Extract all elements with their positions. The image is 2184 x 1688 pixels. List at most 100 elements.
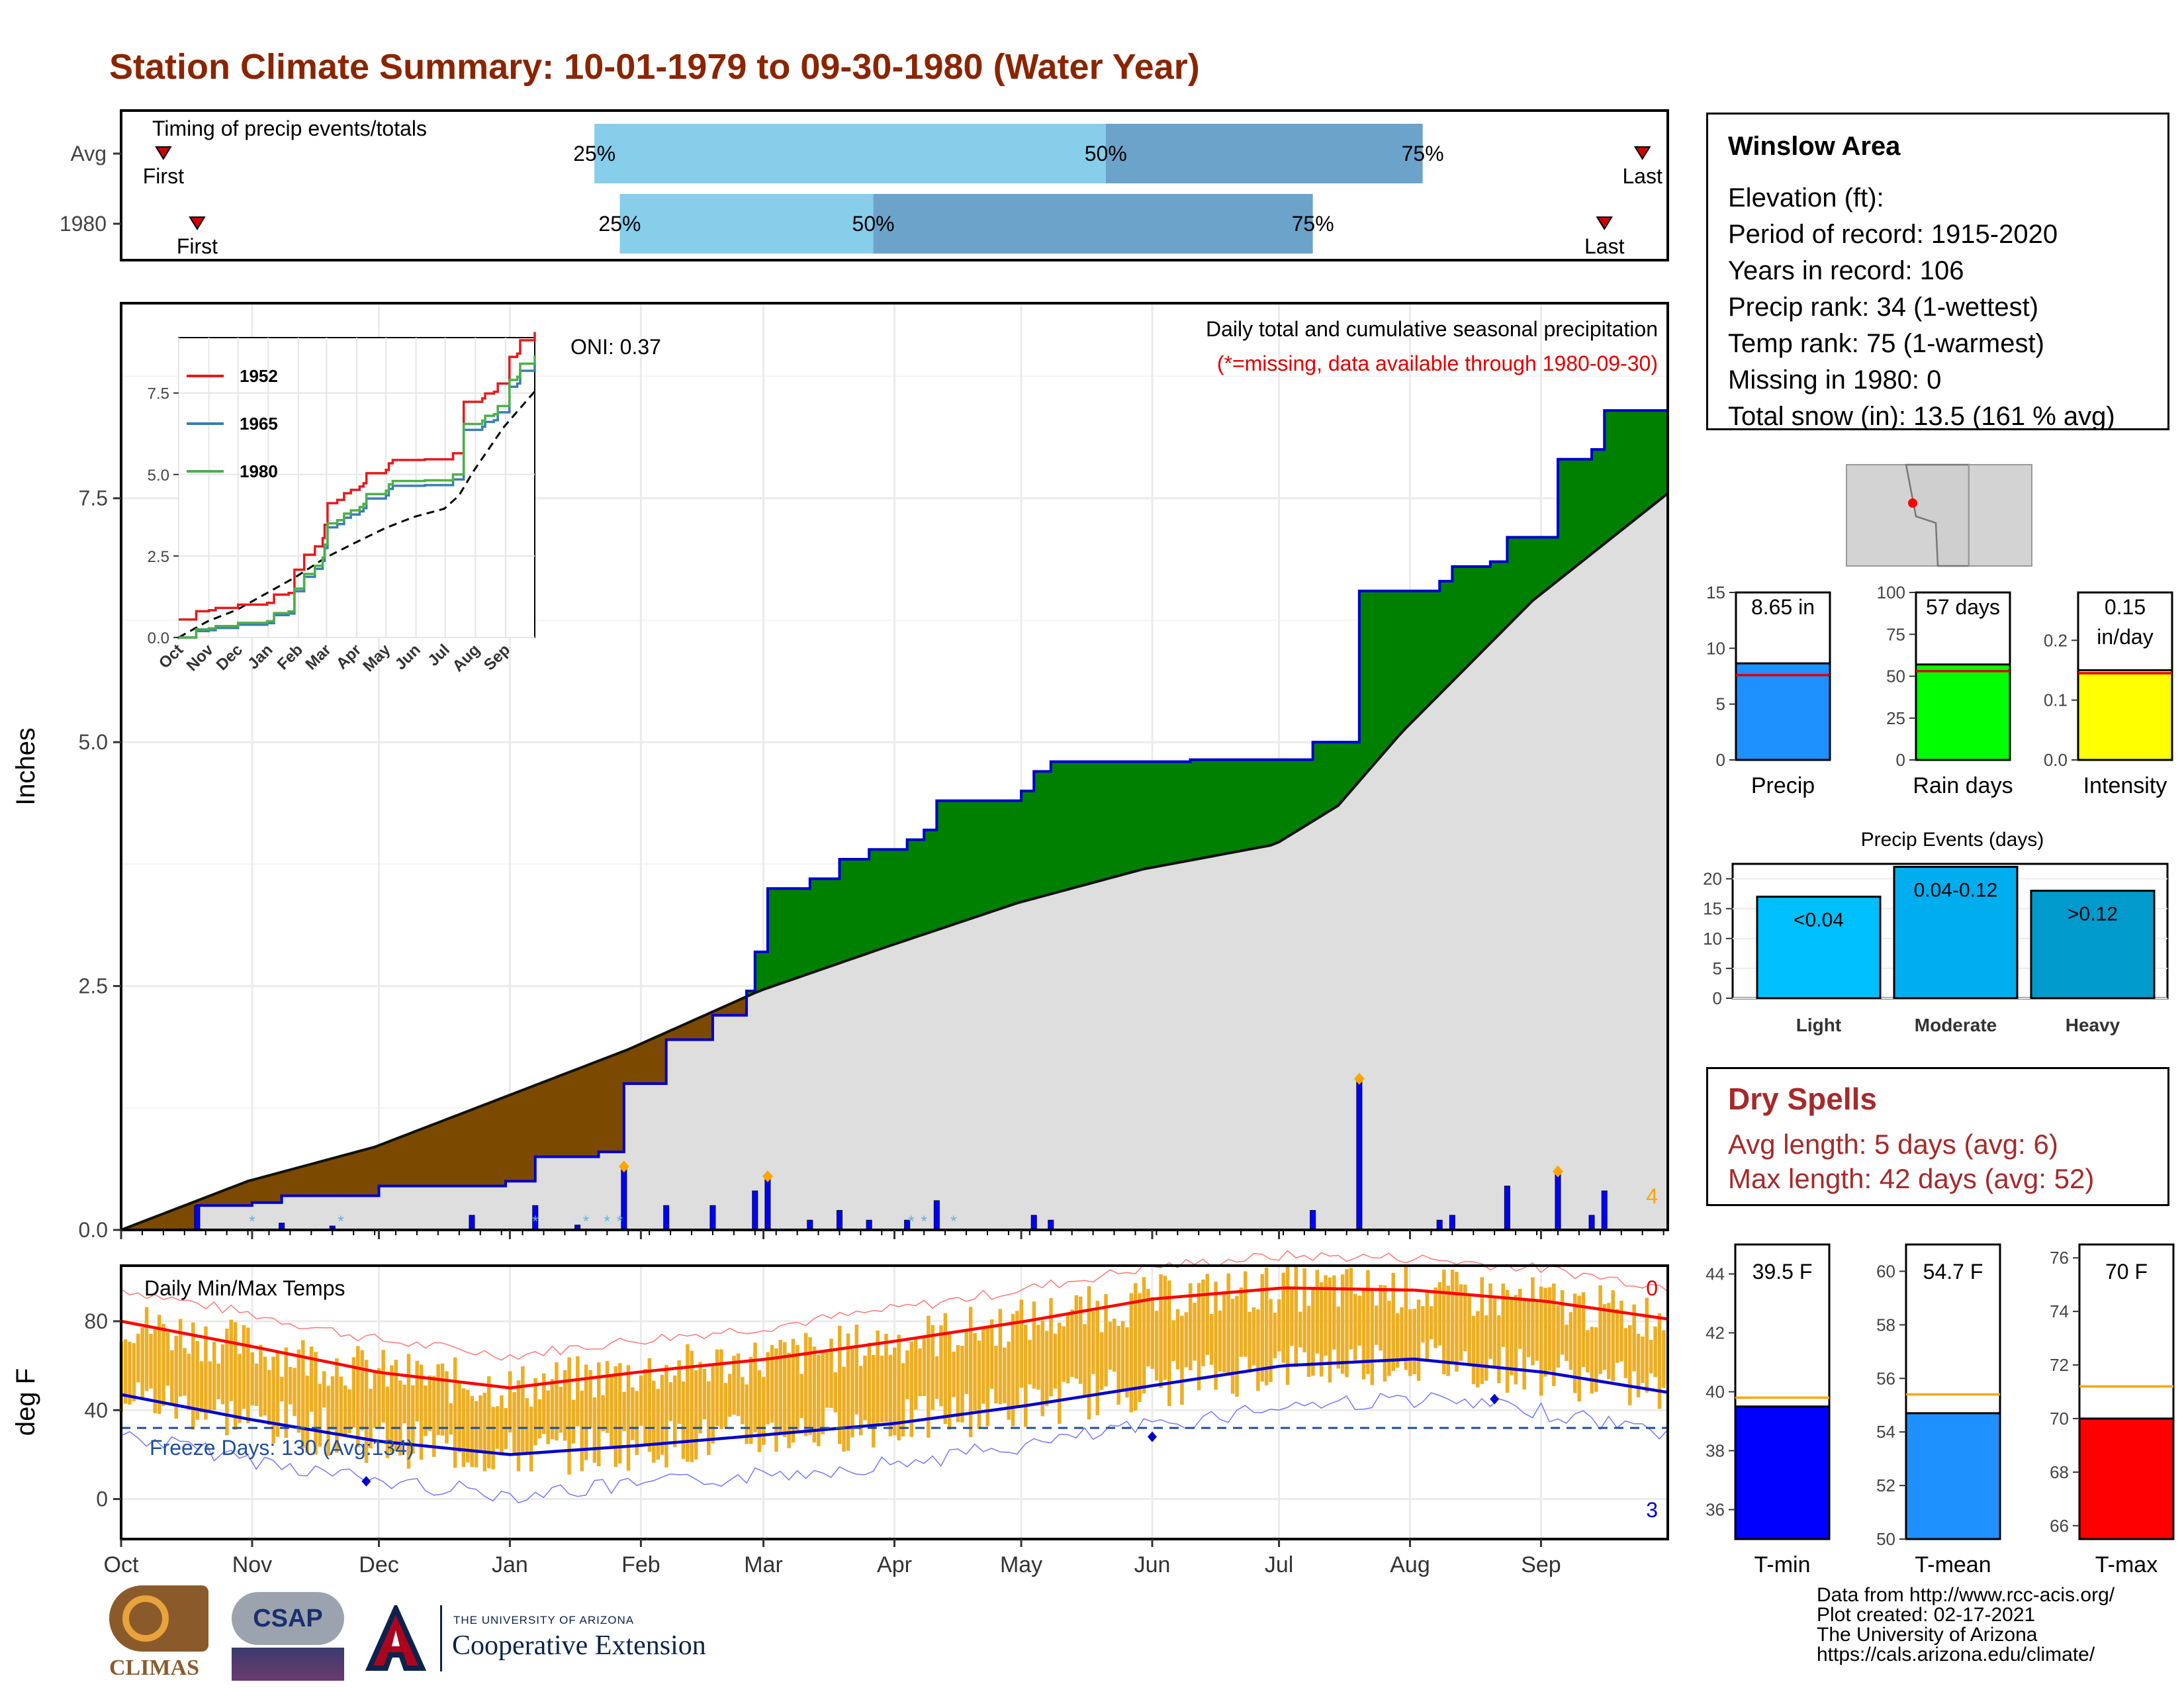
daily-temp-bar xyxy=(1113,1318,1116,1372)
anomaly-fill xyxy=(1481,566,1486,653)
anomaly-fill xyxy=(1088,761,1094,884)
anomaly-fill xyxy=(1063,761,1068,891)
anomaly-fill xyxy=(1257,759,1263,849)
daily-temp-bar xyxy=(398,1380,402,1456)
record-max-line xyxy=(120,1250,1668,1361)
daily-temp-bar xyxy=(846,1333,850,1451)
anomaly-fill xyxy=(1093,761,1098,883)
daily-temp-bar xyxy=(259,1344,263,1417)
anomaly-fill xyxy=(1274,759,1279,845)
daily-temp-bar xyxy=(470,1395,474,1468)
anomaly-fill xyxy=(1371,590,1377,768)
last-label: Last xyxy=(1584,234,1625,258)
daily-temp-bar xyxy=(960,1346,964,1423)
daily-temp-bar xyxy=(1492,1297,1497,1367)
timing-row-label: Avg xyxy=(70,142,107,165)
daily-temp-bar xyxy=(360,1350,364,1430)
anomaly-fill xyxy=(1511,537,1516,623)
daily-temp-bar xyxy=(1526,1301,1531,1358)
page-title: Station Climate Summary: 10-01-1979 to 0… xyxy=(109,47,1200,87)
daily-temp-bar xyxy=(901,1363,905,1436)
daily-temp-bar xyxy=(985,1326,989,1427)
anomaly-fill xyxy=(1164,761,1169,866)
anomaly-fill xyxy=(653,1035,659,1084)
daily-temp-bar xyxy=(909,1341,914,1437)
anomaly-fill xyxy=(1316,741,1322,820)
temp-bar-tick: 56 xyxy=(1876,1368,1895,1388)
daily-temp-bar xyxy=(1306,1305,1311,1378)
station-name: Winslow Area xyxy=(1728,132,1901,161)
anomaly-fill xyxy=(1443,581,1449,691)
anomaly-fill xyxy=(632,1045,637,1084)
daily-precip-bar xyxy=(933,1200,940,1231)
anomaly-fill xyxy=(1126,761,1132,874)
daily-temp-bar xyxy=(1328,1277,1332,1383)
anomaly-fill xyxy=(581,1065,586,1157)
daily-temp-bar xyxy=(157,1315,161,1414)
daily-temp-bar xyxy=(774,1348,778,1452)
timing-p50: 50% xyxy=(852,212,895,236)
anomaly-fill xyxy=(856,859,861,958)
anomaly-fill xyxy=(784,888,790,983)
daily-temp-bar xyxy=(588,1370,592,1429)
first-marker xyxy=(155,146,172,160)
anomaly-fill xyxy=(962,800,967,922)
daily-temp-bar xyxy=(1070,1309,1074,1378)
daily-temp-bar xyxy=(271,1356,275,1444)
daily-temp-bar xyxy=(1099,1332,1104,1390)
daily-temp-bar xyxy=(369,1388,373,1448)
daily-temp-bar xyxy=(136,1333,140,1383)
daily-temp-bar xyxy=(225,1329,229,1436)
event-bar-label: 0.04-0.12 xyxy=(1914,880,1998,902)
anomaly-fill xyxy=(915,839,921,938)
anomaly-fill xyxy=(847,859,853,961)
daily-temp-bar xyxy=(183,1348,187,1396)
anomaly-fill xyxy=(1629,410,1635,524)
daily-precip-bar xyxy=(1449,1215,1455,1231)
anomaly-fill xyxy=(889,849,895,947)
month-label: Oct xyxy=(104,1552,139,1577)
daily-temp-bar xyxy=(563,1370,567,1441)
month-label: Apr xyxy=(877,1552,912,1577)
daily-temp-bar xyxy=(597,1362,601,1467)
climas-logo-mark xyxy=(109,1585,208,1652)
daily-temp-bar xyxy=(1628,1325,1632,1405)
daily-temp-bar xyxy=(516,1380,521,1472)
daily-temp-bar xyxy=(927,1315,931,1438)
anomaly-fill xyxy=(171,1208,177,1231)
event-category: Light xyxy=(1796,1015,1841,1035)
anomaly-fill xyxy=(623,1049,629,1084)
daily-temp-bar xyxy=(867,1342,872,1427)
daily-temp-bar xyxy=(1315,1270,1320,1354)
top-event-marker xyxy=(1353,1072,1365,1085)
daily-temp-bar xyxy=(1167,1280,1171,1407)
anomaly-fill xyxy=(514,1091,519,1182)
avg-max-line xyxy=(120,1286,1668,1389)
daily-temp-bar xyxy=(1391,1272,1395,1371)
daily-temp-bar xyxy=(1285,1265,1290,1385)
daily-temp-bar xyxy=(1193,1303,1197,1361)
daily-temp-bar xyxy=(1248,1311,1251,1373)
anomaly-fill xyxy=(1596,449,1601,551)
daily-temp-bar xyxy=(521,1366,525,1452)
anomaly-fill xyxy=(1321,741,1326,817)
daily-temp-bar xyxy=(631,1387,635,1440)
daily-temp-bar xyxy=(610,1376,614,1446)
daily-temp-bar xyxy=(715,1349,719,1427)
anomaly-fill xyxy=(1008,800,1013,907)
temp-bar-tick: 68 xyxy=(2050,1462,2069,1482)
daily-temp-bar xyxy=(702,1368,707,1420)
anomaly-fill xyxy=(463,1111,468,1187)
anomaly-fill xyxy=(175,1207,181,1231)
daily-temp-bar xyxy=(263,1356,267,1416)
anomaly-fill xyxy=(649,1037,654,1084)
event-bar xyxy=(2030,890,2156,1000)
daily-temp-bar xyxy=(1404,1266,1408,1370)
anomaly-fill xyxy=(290,1168,295,1196)
anomaly-fill xyxy=(1566,459,1571,575)
anomaly-fill xyxy=(556,1075,561,1157)
daily-temp-bar xyxy=(1476,1311,1480,1387)
daily-temp-bar xyxy=(1133,1283,1138,1411)
daily-temp-bar xyxy=(161,1323,165,1407)
anomaly-fill xyxy=(1253,759,1259,849)
